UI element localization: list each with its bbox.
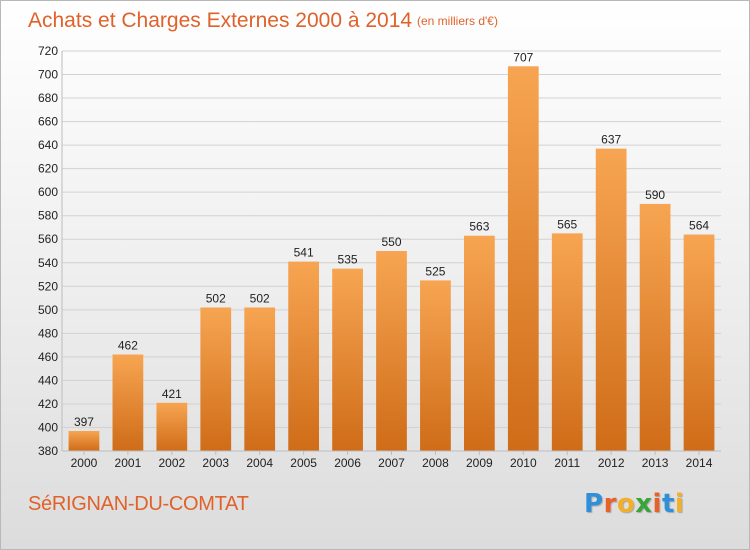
- data-label: 462: [118, 339, 138, 353]
- bar: [463, 235, 495, 451]
- logo-letter: x: [635, 489, 653, 519]
- y-tick-label: 520: [38, 279, 58, 293]
- y-tick-label: 720: [38, 44, 58, 58]
- y-tick-label: 380: [38, 444, 58, 458]
- x-tick-label: 2011: [554, 456, 580, 470]
- y-tick-label: 660: [38, 115, 58, 129]
- x-tick-label: 2000: [71, 456, 98, 470]
- data-label: 564: [689, 219, 709, 233]
- x-tick-label: 2014: [686, 456, 713, 470]
- bar: [68, 431, 100, 451]
- commune-name: SéRIGNAN-DU-COMTAT: [28, 493, 249, 515]
- y-tick-label: 460: [38, 350, 58, 364]
- bar: [420, 280, 451, 451]
- data-label: 637: [601, 133, 621, 147]
- y-tick-label: 540: [38, 256, 58, 270]
- x-tick-label: 2007: [378, 456, 405, 470]
- y-tick-label: 400: [38, 420, 58, 434]
- y-tick-label: 500: [38, 303, 58, 317]
- data-label: 707: [513, 50, 533, 64]
- y-tick-label: 580: [38, 209, 58, 223]
- x-tick-label: 2002: [158, 456, 185, 470]
- x-tick-label: 2003: [202, 456, 229, 470]
- logo-letter: r: [603, 489, 617, 519]
- data-label: 590: [645, 188, 665, 202]
- proxiti-logo: Proxiti: [584, 489, 684, 519]
- y-tick-label: 600: [38, 185, 58, 199]
- bar: [332, 268, 363, 451]
- x-tick-label: 2005: [290, 456, 317, 470]
- x-tick-label: 2012: [598, 456, 625, 470]
- x-tick-label: 2013: [642, 456, 669, 470]
- y-tick-label: 560: [38, 232, 58, 246]
- bar: [200, 307, 232, 451]
- y-tick-label: 640: [38, 138, 58, 152]
- x-tick-label: 2009: [466, 456, 493, 470]
- x-tick-label: 2006: [334, 456, 361, 470]
- bars: 397 462 421 502 502 541 535 550 525 563 707 565 637 5…: [68, 50, 715, 451]
- data-label: 565: [557, 217, 577, 231]
- bar: [507, 66, 539, 451]
- bar: [639, 203, 671, 451]
- axes: 380 400 420 440 460 480 500 520 540 560 580 600 620 6…: [38, 44, 721, 470]
- bar: [288, 261, 320, 451]
- y-tick-label: 620: [38, 162, 58, 176]
- bar: [244, 307, 276, 451]
- data-label: 550: [381, 235, 401, 249]
- data-label: 525: [425, 264, 445, 278]
- y-tick-label: 700: [38, 68, 58, 82]
- x-tick-label: 2001: [115, 456, 142, 470]
- bar: [112, 354, 144, 451]
- y-tick-label: 480: [38, 326, 58, 340]
- data-label: 502: [250, 291, 270, 305]
- bar: [156, 402, 188, 451]
- data-label: 541: [294, 246, 314, 260]
- y-tick-label: 420: [38, 397, 58, 411]
- data-label: 535: [338, 253, 358, 267]
- bar: [551, 233, 583, 451]
- logo-letter: P: [584, 489, 604, 519]
- logo-letter: i: [674, 489, 685, 519]
- y-tick-label: 680: [38, 91, 58, 105]
- data-label: 397: [74, 415, 94, 429]
- bar: [376, 251, 407, 451]
- data-label: 563: [469, 220, 489, 234]
- bar: [683, 234, 715, 451]
- logo-letter: t: [661, 489, 675, 519]
- data-label: 502: [206, 291, 226, 305]
- x-tick-label: 2008: [422, 456, 449, 470]
- logo-letter: i: [652, 489, 662, 519]
- chart-title: Achats et Charges Externes 2000 à 2014: [28, 9, 412, 32]
- y-tick-label: 440: [38, 373, 58, 387]
- data-label: 421: [162, 387, 182, 401]
- logo-letter: o: [616, 489, 636, 519]
- chart-unit: (en milliers d'€): [417, 14, 498, 28]
- bar: [595, 148, 627, 451]
- x-tick-label: 2010: [510, 456, 537, 470]
- x-tick-label: 2004: [246, 456, 273, 470]
